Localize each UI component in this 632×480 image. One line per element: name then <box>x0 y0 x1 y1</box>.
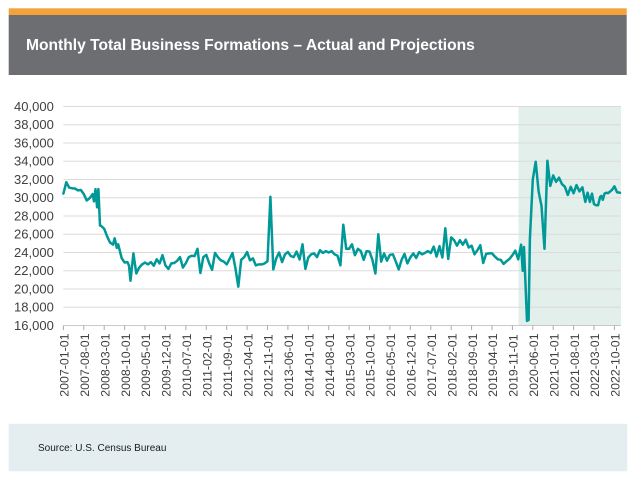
svg-text:2018-09-01: 2018-09-01 <box>466 333 480 396</box>
svg-text:2012-04-01: 2012-04-01 <box>241 333 255 396</box>
svg-text:2009-05-01: 2009-05-01 <box>139 333 153 396</box>
svg-text:28,000: 28,000 <box>14 208 54 223</box>
svg-text:2019-04-01: 2019-04-01 <box>486 333 500 396</box>
svg-text:2013-06-01: 2013-06-01 <box>282 333 296 396</box>
svg-text:36,000: 36,000 <box>14 135 54 150</box>
svg-text:30,000: 30,000 <box>14 190 54 205</box>
svg-text:24,000: 24,000 <box>14 245 54 260</box>
svg-text:2008-10-01: 2008-10-01 <box>119 333 133 396</box>
svg-text:2020-06-01: 2020-06-01 <box>527 333 541 396</box>
svg-text:2008-03-01: 2008-03-01 <box>98 333 112 396</box>
svg-text:2022-03-01: 2022-03-01 <box>588 333 602 396</box>
svg-text:2021-01-01: 2021-01-01 <box>547 333 561 396</box>
svg-text:22,000: 22,000 <box>14 263 54 278</box>
svg-text:2016-05-01: 2016-05-01 <box>384 333 398 396</box>
svg-text:18,000: 18,000 <box>14 300 54 315</box>
svg-text:2022-10-01: 2022-10-01 <box>609 333 623 396</box>
svg-text:2011-02-01: 2011-02-01 <box>201 334 215 397</box>
svg-text:Source: U.S. Census Bureau: Source: U.S. Census Bureau <box>38 443 166 454</box>
svg-text:2015-03-01: 2015-03-01 <box>343 333 357 396</box>
svg-text:2007-01-01: 2007-01-01 <box>58 333 72 396</box>
svg-text:Monthly Total Business Formati: Monthly Total Business Formations – Actu… <box>26 37 475 54</box>
svg-text:2010-07-01: 2010-07-01 <box>180 333 194 396</box>
svg-text:2014-01-01: 2014-01-01 <box>303 333 317 396</box>
svg-text:2021-08-01: 2021-08-01 <box>568 333 582 396</box>
svg-text:2012-11-01: 2012-11-01 <box>262 334 276 397</box>
svg-text:16,000: 16,000 <box>14 318 54 333</box>
svg-text:2011-09-01: 2011-09-01 <box>221 334 235 397</box>
svg-text:2014-08-01: 2014-08-01 <box>323 333 337 396</box>
svg-text:2009-12-01: 2009-12-01 <box>160 333 174 396</box>
svg-text:26,000: 26,000 <box>14 227 54 242</box>
svg-text:2015-10-01: 2015-10-01 <box>364 333 378 396</box>
svg-text:38,000: 38,000 <box>14 117 54 132</box>
svg-text:2017-07-01: 2017-07-01 <box>425 333 439 396</box>
svg-text:2018-02-01: 2018-02-01 <box>445 333 459 396</box>
svg-text:20,000: 20,000 <box>14 281 54 296</box>
svg-text:32,000: 32,000 <box>14 172 54 187</box>
svg-text:2016-12-01: 2016-12-01 <box>405 333 419 396</box>
svg-text:34,000: 34,000 <box>14 154 54 169</box>
svg-text:2007-08-01: 2007-08-01 <box>78 333 92 396</box>
svg-text:40,000: 40,000 <box>14 99 54 114</box>
svg-text:2019-11-01: 2019-11-01 <box>507 334 521 397</box>
